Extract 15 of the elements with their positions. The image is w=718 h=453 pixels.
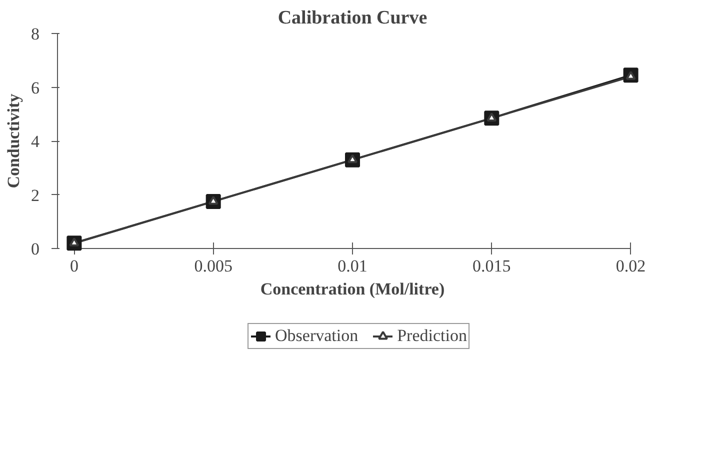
y-tick-label: 2	[31, 186, 40, 205]
legend-label: Prediction	[397, 326, 467, 346]
x-tick-label: 0.01	[338, 256, 368, 276]
y-tick-label: 8	[31, 24, 40, 44]
x-tick-label: 0	[70, 256, 78, 276]
y-tick-label: 6	[31, 78, 40, 98]
x-tick-label: 0.005	[194, 256, 232, 276]
chart-title: Calibration Curve	[278, 8, 428, 28]
y-tick-label: 4	[31, 132, 40, 151]
x-tick-label: 0.02	[616, 256, 646, 276]
y-axis-title: Conductivity	[4, 93, 23, 188]
y-tick-label: 0	[31, 240, 40, 258]
legend-label: Observation	[275, 326, 358, 346]
x-tick-label: 0.015	[472, 256, 511, 276]
x-axis-title: Concentration (Mol/litre)	[260, 280, 445, 298]
